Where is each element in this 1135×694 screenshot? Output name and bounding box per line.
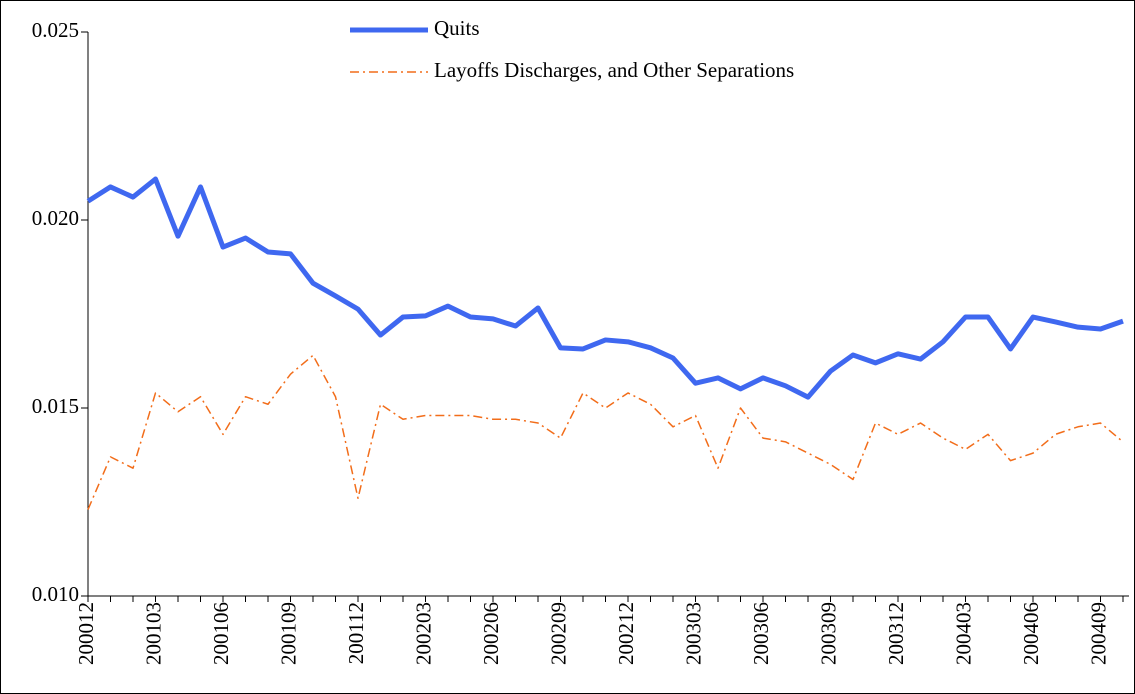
legend-label: Layoffs Discharges, and Other Separation… (434, 58, 794, 82)
x-tick-label: 200409 (1086, 602, 1110, 665)
y-tick-label: 0.010 (32, 582, 79, 606)
x-tick-label: 200309 (816, 602, 840, 665)
y-tick-label: 0.015 (32, 394, 79, 418)
x-tick-label: 200012 (74, 602, 98, 665)
x-tick-label: 200406 (1019, 602, 1043, 665)
x-tick-label: 200312 (884, 602, 908, 665)
x-tick-label: 200103 (141, 602, 165, 665)
x-tick-label: 200109 (276, 602, 300, 665)
x-tick-label: 200212 (614, 602, 638, 665)
x-tick-label: 200112 (344, 602, 368, 664)
series-line (86, 176, 1124, 400)
x-tick-label: 200306 (749, 602, 773, 665)
x-tick-label: 200303 (681, 602, 705, 665)
legend-label: Quits (434, 16, 480, 40)
x-tick-label: 200403 (951, 602, 975, 665)
y-tick-label: 0.025 (32, 18, 79, 42)
x-tick-label: 200203 (411, 602, 435, 665)
x-tick-label: 200106 (209, 602, 233, 665)
y-tick-label: 0.020 (32, 206, 79, 230)
x-tick-label: 200209 (546, 602, 570, 665)
series-line (87, 354, 1124, 510)
x-tick-label: 200206 (479, 602, 503, 665)
